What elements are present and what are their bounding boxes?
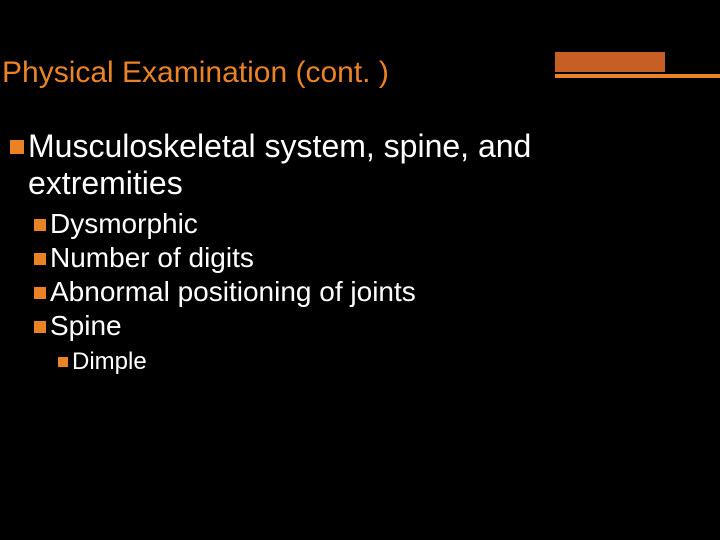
accent-bar — [555, 52, 665, 72]
bullet-icon — [34, 321, 46, 333]
list-item-text: Spine — [50, 310, 122, 342]
sub-sublist: Dimple — [58, 348, 670, 376]
bullet-icon — [34, 287, 46, 299]
sublist: Dysmorphic Number of digits Abnormal pos… — [34, 208, 670, 376]
bullet-icon — [58, 357, 68, 367]
slide: Physical Examination (cont. ) Musculoske… — [0, 0, 720, 540]
list-item: Dimple — [58, 348, 670, 376]
list-item-text: Abnormal positioning of joints — [50, 276, 416, 308]
list-item: Spine — [34, 310, 670, 342]
list-item-text: Number of digits — [50, 242, 254, 274]
list-item-text: Dysmorphic — [50, 208, 198, 240]
slide-title: Physical Examination (cont. ) — [2, 56, 389, 90]
list-item: Abnormal positioning of joints — [34, 276, 670, 308]
accent-decoration — [555, 52, 720, 78]
bullet-icon — [10, 140, 24, 154]
bullet-icon — [34, 253, 46, 265]
list-item: Dysmorphic — [34, 208, 670, 240]
slide-body: Musculoskeletal system, spine, and extre… — [10, 128, 670, 376]
list-item: Musculoskeletal system, spine, and extre… — [10, 128, 670, 202]
bullet-icon — [34, 219, 46, 231]
list-item-text: Dimple — [72, 348, 147, 376]
list-item-text: Musculoskeletal system, spine, and extre… — [28, 128, 670, 202]
accent-underline — [555, 74, 720, 78]
list-item: Number of digits — [34, 242, 670, 274]
